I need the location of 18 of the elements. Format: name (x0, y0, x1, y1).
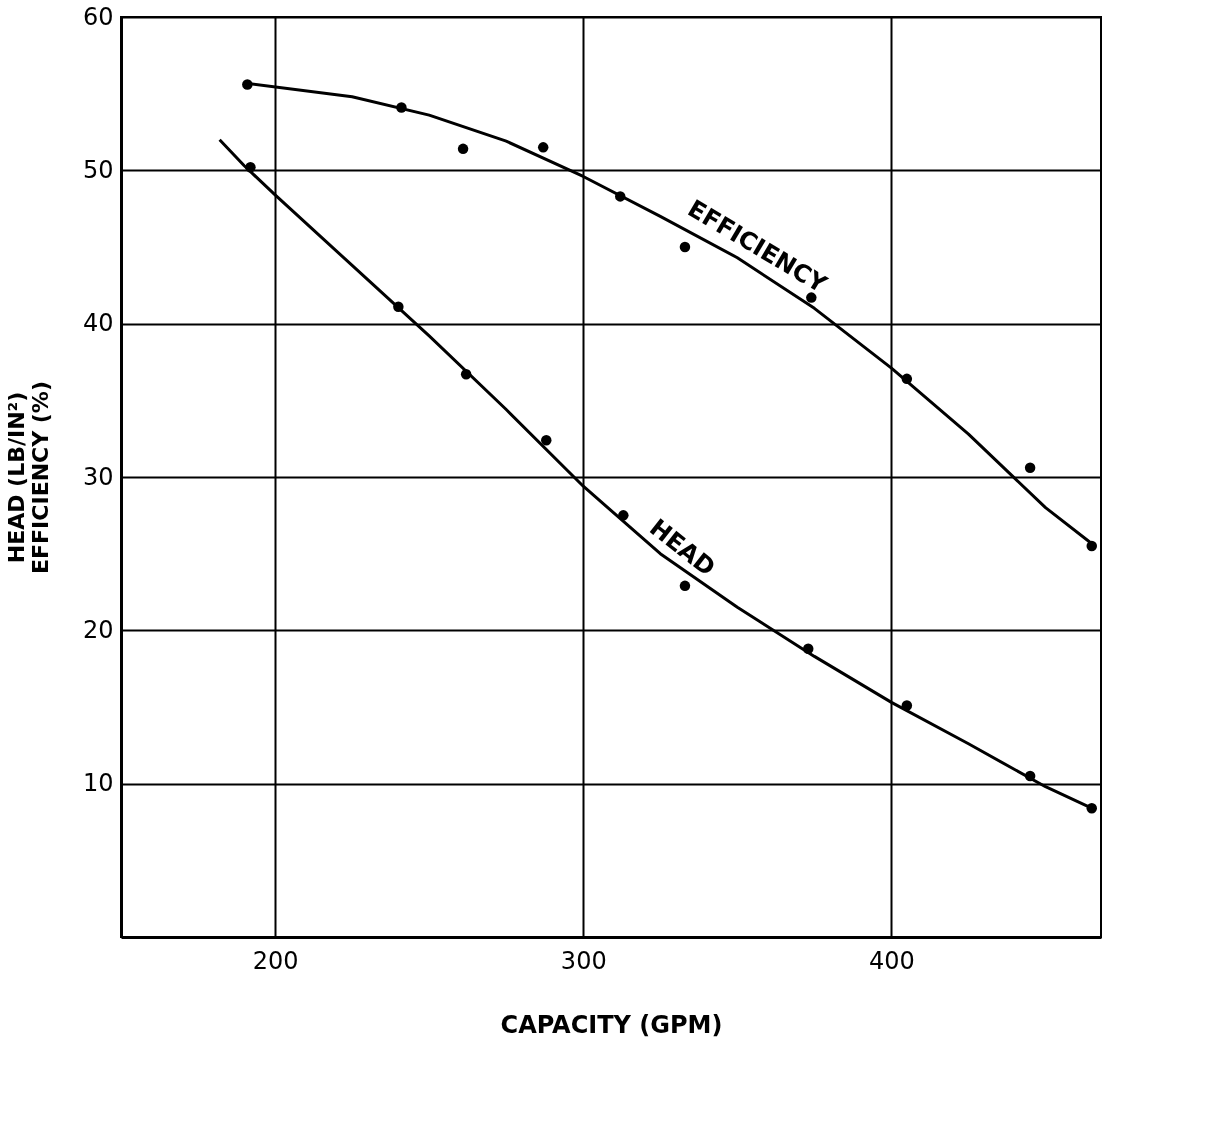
y-tick-label: 50 (82, 155, 114, 184)
point (806, 292, 817, 303)
y-tick-label: 30 (82, 462, 114, 491)
x-axis-title: CAPACITY (GPM) (500, 1010, 723, 1039)
y-tick-label: 40 (82, 309, 114, 338)
text: HEAD (LB/IN²) (3, 391, 29, 564)
x-tick-label: 200 (252, 946, 299, 975)
text: EFFICIENCY (%) (27, 381, 53, 574)
x-tick-label: 400 (869, 946, 915, 975)
point (541, 434, 552, 446)
point (679, 580, 691, 592)
y-tick-label: 10 (82, 769, 114, 798)
y-tick-label: 20 (82, 615, 114, 644)
point (537, 142, 549, 153)
x-tick-label: 300 (560, 946, 607, 975)
point (1024, 462, 1036, 474)
y-tick-label: 60 (82, 2, 114, 31)
point (457, 143, 469, 155)
